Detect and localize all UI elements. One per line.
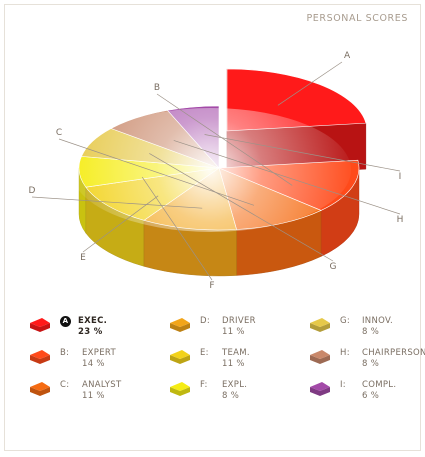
leader-line-i [204,134,401,172]
leader-line-d [31,196,203,209]
leader-line-f [141,176,213,281]
panel-title: PERSONAL SCORES [306,13,408,24]
slice-label-h: H [397,215,404,225]
leader-line-b [156,93,293,186]
leader-line-a [277,61,343,106]
leader-line-h [173,140,401,215]
slice-label-a: A [344,51,351,61]
slice-label-e: E [80,253,86,263]
leader-line-e [82,195,159,253]
pie-highlight [71,108,351,232]
slice-label-d: D [29,186,36,196]
slice-label-b: B [154,83,160,93]
leader-line-c [58,138,255,206]
slice-label-i: I [399,172,402,182]
leader-line-g [149,153,334,262]
slice-label-g: G [330,262,337,272]
slice-label-f: F [209,281,214,291]
slice-label-c: C [56,128,62,138]
